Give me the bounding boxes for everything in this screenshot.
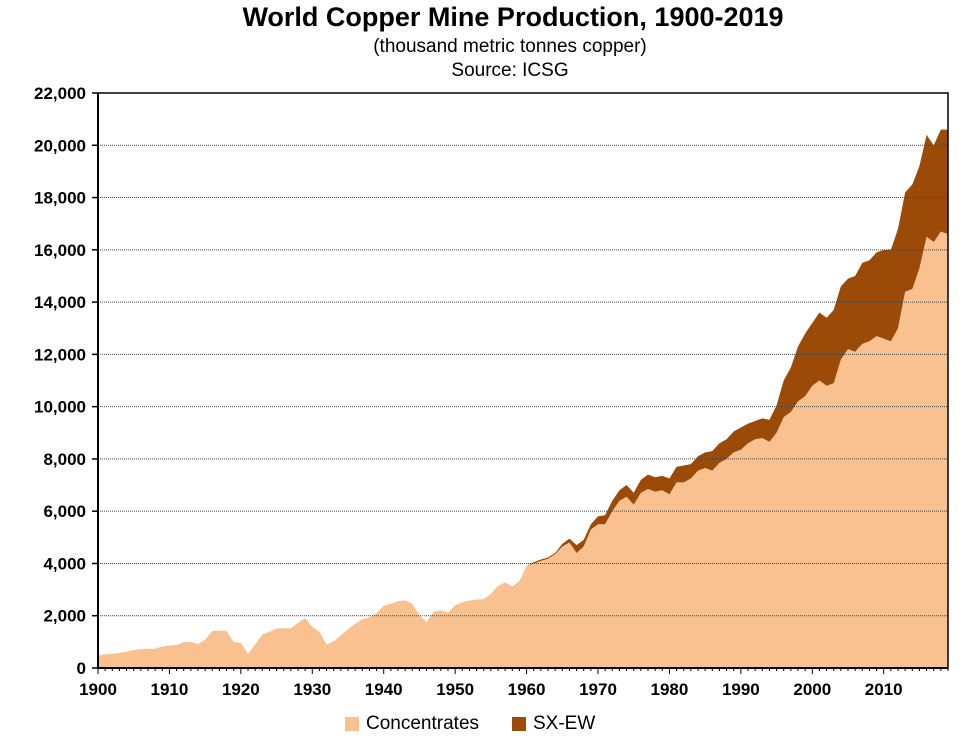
y-tick-label: 14,000 — [34, 293, 86, 312]
legend-swatch-concentrates — [345, 717, 359, 731]
legend-item-concentrates: Concentrates — [345, 713, 479, 735]
y-tick-label: 2,000 — [43, 607, 86, 626]
y-tick-label: 16,000 — [34, 241, 86, 260]
y-tick-label: 8,000 — [43, 450, 86, 469]
x-tick-label: 1920 — [222, 680, 260, 699]
chart-subtitle: (thousand metric tonnes copper) — [373, 36, 647, 57]
x-tick-label: 1990 — [722, 680, 760, 699]
x-tick-label: 2010 — [865, 680, 903, 699]
chart-title: World Copper Mine Production, 1900-2019 — [242, 2, 784, 32]
y-tick-label: 4,000 — [43, 554, 86, 573]
chart-source: Source: ICSG — [451, 60, 569, 81]
legend-swatch-sxew — [512, 717, 526, 731]
y-tick-label: 20,000 — [34, 136, 86, 155]
y-tick-label: 22,000 — [34, 84, 86, 103]
legend-label: SX-EW — [533, 713, 596, 734]
x-tick-label: 1950 — [436, 680, 474, 699]
y-tick-label: 12,000 — [34, 345, 86, 364]
legend-item-sxew: SX-EW — [512, 713, 595, 735]
y-tick-label: 6,000 — [43, 502, 86, 521]
x-tick-label: 1930 — [293, 680, 331, 699]
y-tick-label: 10,000 — [34, 398, 86, 417]
y-tick-label: 0 — [77, 659, 86, 678]
x-tick-label: 2000 — [793, 680, 831, 699]
area-concentrates — [98, 231, 948, 669]
x-tick-label: 1940 — [365, 680, 403, 699]
legend-label: Concentrates — [366, 713, 480, 734]
x-tick-label: 1970 — [579, 680, 617, 699]
x-tick-label: 1980 — [651, 680, 689, 699]
y-tick-label: 18,000 — [34, 189, 86, 208]
x-tick-label: 1960 — [508, 680, 546, 699]
x-tick-label: 1900 — [79, 680, 117, 699]
x-tick-label: 1910 — [151, 680, 189, 699]
